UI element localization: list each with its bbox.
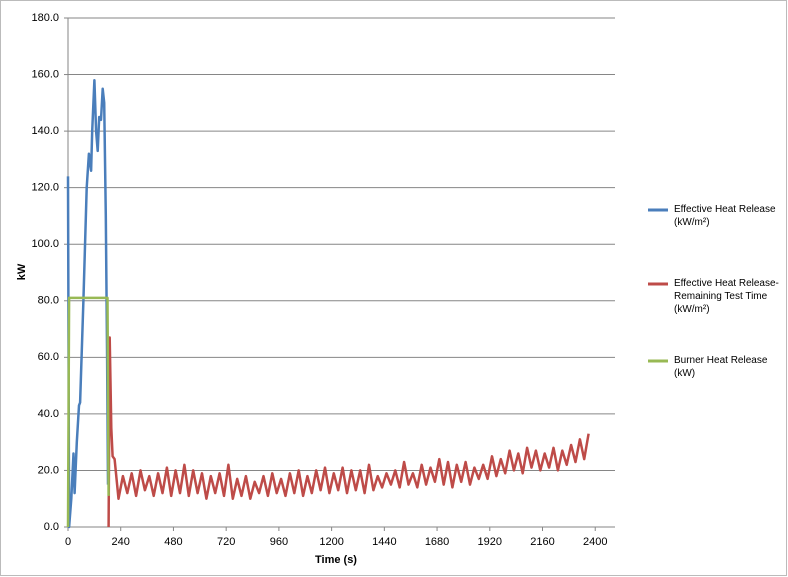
y-tick-label: 120.0 — [31, 182, 59, 194]
x-tick-label: 1440 — [372, 536, 396, 548]
x-tick-label: 960 — [270, 536, 288, 548]
y-tick-label: 160.0 — [31, 68, 59, 80]
x-tick-label: 0 — [65, 536, 71, 548]
data-line — [107, 336, 590, 528]
x-tick-label: 2160 — [530, 536, 554, 548]
data-line — [66, 296, 110, 528]
x-tick-label: 1200 — [319, 536, 343, 548]
y-axis-title: kW — [16, 263, 28, 280]
x-tick-label: 1920 — [478, 536, 502, 548]
y-tick-label: 140.0 — [31, 125, 59, 137]
x-tick-label: 720 — [217, 536, 235, 548]
x-tick-label: 480 — [164, 536, 182, 548]
x-tick-label: 2400 — [583, 536, 607, 548]
y-tick-label: 20.0 — [38, 464, 59, 476]
x-tick-label: 1680 — [425, 536, 449, 548]
y-tick-label: 0.0 — [44, 521, 59, 533]
x-axis-title: Time (s) — [315, 554, 357, 566]
legend-label: Effective Heat Release (kW/m²) — [674, 204, 776, 228]
x-tick-label: 240 — [112, 536, 130, 548]
y-tick-label: 60.0 — [38, 351, 59, 363]
y-tick-label: 100.0 — [31, 238, 59, 250]
data-line — [66, 78, 110, 529]
y-tick-label: 80.0 — [38, 295, 59, 307]
y-tick-label: 40.0 — [38, 408, 59, 420]
legend-label: Burner Heat Release (kW) — [674, 355, 768, 379]
legend-label: Effective Heat Release-Remaining Test Ti… — [674, 278, 779, 315]
y-tick-label: 180.0 — [31, 12, 59, 24]
